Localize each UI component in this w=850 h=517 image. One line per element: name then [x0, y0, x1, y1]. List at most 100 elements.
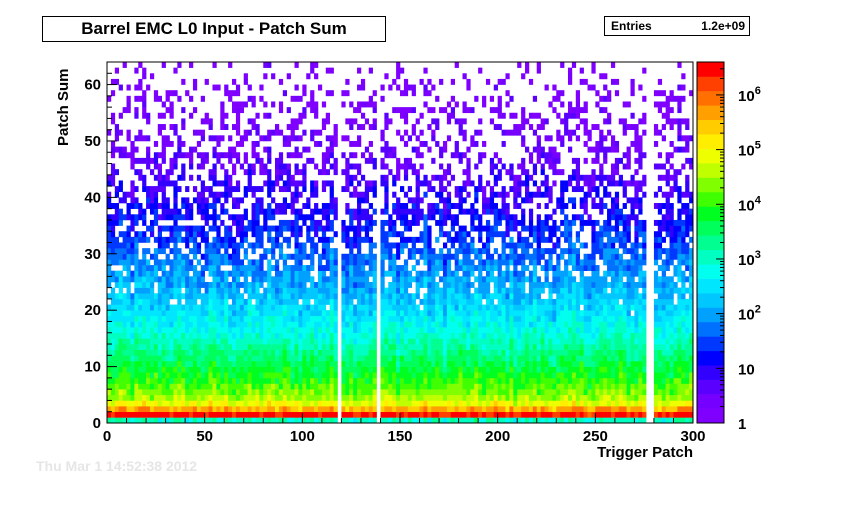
- heatmap-cell: [134, 355, 139, 362]
- heatmap-cell: [317, 298, 323, 305]
- heatmap-cell: [149, 231, 155, 238]
- heatmap-cell: [517, 321, 522, 328]
- heatmap-cell: [435, 293, 440, 300]
- heatmap-cell: [528, 298, 534, 305]
- heatmap-cell: [423, 400, 428, 407]
- heatmap-cell: [235, 411, 241, 418]
- heatmap-cell: [333, 366, 338, 373]
- heatmap-cell: [525, 242, 530, 249]
- heatmap-cell: [368, 400, 373, 407]
- heatmap-cell: [345, 360, 350, 367]
- heatmap-cell: [314, 366, 319, 373]
- heatmap-cell: [400, 163, 405, 170]
- heatmap-cell: [255, 293, 260, 300]
- heatmap-cell: [360, 214, 366, 221]
- heatmap-cell: [485, 360, 491, 367]
- heatmap-cell: [462, 253, 467, 260]
- heatmap-cell: [341, 332, 346, 339]
- heatmap-cell: [107, 344, 112, 350]
- heatmap-cell: [552, 372, 557, 379]
- heatmap-cell: [345, 265, 350, 271]
- heatmap-cell: [251, 259, 256, 266]
- heatmap-cell: [517, 259, 522, 266]
- heatmap-cell: [482, 191, 487, 198]
- heatmap-cell: [259, 394, 264, 401]
- heatmap-cell: [505, 231, 510, 238]
- heatmap-cell: [228, 174, 233, 181]
- heatmap-cell: [450, 276, 455, 283]
- heatmap-cell: [157, 265, 162, 271]
- heatmap-cell: [314, 327, 319, 334]
- heatmap-cell: [427, 276, 432, 283]
- heatmap-cell: [532, 191, 538, 198]
- heatmap-cell: [149, 327, 155, 334]
- heatmap-cell: [485, 383, 491, 390]
- heatmap-cell: [146, 338, 151, 345]
- heatmap-cell: [247, 219, 252, 226]
- heatmap-cell: [126, 332, 131, 339]
- heatmap-cell: [462, 349, 467, 356]
- heatmap-cell: [431, 248, 436, 255]
- heatmap-cell: [138, 214, 143, 221]
- heatmap-cell: [107, 248, 112, 255]
- heatmap-cell: [489, 417, 495, 424]
- heatmap-cell: [497, 259, 502, 266]
- heatmap-cell: [134, 197, 139, 204]
- heatmap-cell: [345, 174, 350, 181]
- heatmap-cell: [435, 377, 440, 384]
- heatmap-cell: [282, 406, 288, 413]
- heatmap-cell: [173, 152, 178, 159]
- heatmap-cell: [560, 293, 565, 300]
- heatmap-cell: [232, 281, 237, 288]
- heatmap-cell: [446, 265, 452, 271]
- heatmap-cell: [220, 360, 225, 367]
- heatmap-cell: [181, 355, 186, 362]
- heatmap-cell: [228, 62, 233, 68]
- heatmap-cell: [239, 225, 245, 232]
- heatmap-cell: [403, 203, 409, 209]
- heatmap-cell: [360, 406, 366, 413]
- heatmap-cell: [122, 332, 127, 339]
- heatmap-cell: [364, 191, 370, 198]
- heatmap-cell: [302, 327, 307, 334]
- heatmap-cell: [392, 327, 397, 334]
- heatmap-cell: [110, 169, 116, 176]
- heatmap-cell: [345, 169, 350, 176]
- heatmap-cell: [157, 338, 162, 345]
- heatmap-cell: [118, 321, 123, 328]
- heatmap-cell: [189, 394, 194, 401]
- heatmap-cell: [192, 84, 198, 91]
- heatmap-cell: [403, 140, 409, 147]
- heatmap-cell: [548, 321, 553, 328]
- heatmap-cell: [552, 169, 557, 176]
- heatmap-cell: [478, 118, 483, 125]
- heatmap-cell: [247, 242, 252, 249]
- heatmap-cell: [470, 225, 475, 232]
- heatmap-cell: [228, 338, 233, 345]
- heatmap-cell: [243, 321, 248, 328]
- heatmap-cell: [384, 163, 389, 170]
- heatmap-cell: [415, 169, 420, 176]
- heatmap-cell: [122, 383, 127, 390]
- heatmap-cell: [294, 248, 299, 255]
- heatmap-cell: [466, 344, 471, 350]
- heatmap-cell: [224, 236, 229, 243]
- heatmap-cell: [294, 276, 299, 283]
- heatmap-cell: [392, 355, 397, 362]
- heatmap-cell: [411, 169, 416, 176]
- heatmap-cell: [482, 101, 487, 108]
- heatmap-cell: [552, 287, 557, 294]
- heatmap-cell: [431, 366, 436, 373]
- heatmap-cell: [278, 411, 284, 418]
- heatmap-cell: [290, 315, 295, 322]
- heatmap-cell: [177, 321, 182, 328]
- heatmap-cell: [454, 377, 459, 384]
- heatmap-cell: [216, 253, 221, 260]
- heatmap-cell: [247, 377, 252, 384]
- heatmap-cell: [454, 62, 459, 68]
- heatmap-cell: [419, 270, 424, 277]
- heatmap-cell: [544, 270, 549, 277]
- heatmap-cell: [107, 265, 112, 271]
- heatmap-cell: [466, 270, 471, 277]
- heatmap-cell: [442, 276, 448, 283]
